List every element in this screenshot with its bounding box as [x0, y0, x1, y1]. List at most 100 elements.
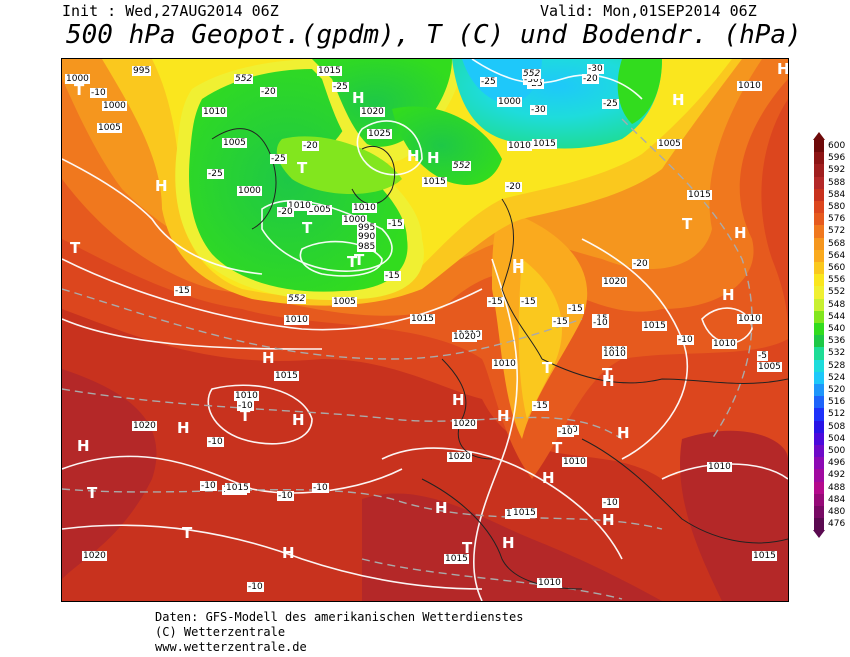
temperature-label: -15	[174, 286, 191, 296]
low-pressure-marker: T	[552, 439, 563, 457]
pressure-label: 1005	[307, 205, 332, 215]
legend-color-swatch	[814, 274, 824, 287]
temperature-label: -15	[387, 219, 404, 229]
high-pressure-marker: H	[352, 89, 365, 107]
legend-color-swatch	[814, 286, 824, 300]
weather-map: 995 1000 1000 1005 1010 1005 1000 1005 1010 1010 1…	[61, 58, 789, 602]
pressure-label: 1015	[422, 177, 447, 187]
legend-level-label: 568	[828, 238, 846, 249]
legend-level-label: 560	[828, 263, 846, 273]
temperature-label: -10	[602, 498, 619, 508]
pressure-label: 1015	[225, 483, 250, 493]
temperature-label: -30	[587, 64, 604, 74]
legend-color-swatch	[814, 420, 824, 434]
legend-color-swatch	[814, 384, 824, 397]
geopotential-label: 552	[522, 69, 542, 79]
temperature-label: -15	[520, 297, 537, 307]
legend-color-swatch	[814, 518, 824, 531]
pressure-label: 990	[357, 232, 377, 242]
pressure-label: 1000	[497, 97, 522, 107]
legend-level-label: 540	[828, 324, 846, 334]
legend-color-swatch	[814, 445, 824, 458]
pressure-label: 1010	[712, 339, 737, 349]
legend-color-swatch	[814, 457, 824, 470]
temperature-label: -20	[632, 259, 649, 269]
high-pressure-marker: H	[512, 259, 525, 277]
legend-color-swatch	[814, 493, 824, 507]
low-pressure-marker: T	[682, 215, 693, 233]
legend-level-label: 556	[828, 275, 846, 286]
pressure-label: 1000	[342, 215, 367, 225]
temperature-label: -10	[90, 88, 107, 98]
low-pressure-marker: T	[182, 524, 193, 542]
temperature-label: -10	[237, 401, 254, 411]
high-pressure-marker: H	[542, 469, 555, 487]
temperature-label: -25	[480, 77, 497, 87]
temperature-label: -10	[592, 318, 609, 328]
high-pressure-marker: H	[77, 437, 90, 455]
temperature-label: -10	[312, 483, 329, 493]
legend-color-swatch	[814, 359, 824, 373]
legend-color-swatch	[814, 506, 824, 519]
pressure-label: 1015	[274, 371, 299, 381]
pressure-label: 1010	[202, 107, 227, 117]
pressure-label: 1000	[65, 74, 90, 84]
legend-color-swatch	[814, 152, 824, 165]
pressure-label: 1005	[757, 362, 782, 372]
footer-source: Daten: GFS-Modell des amerikanischen Wet…	[155, 610, 524, 624]
legend-color-swatch	[814, 469, 824, 483]
pressure-label: 995	[132, 66, 152, 76]
legend-level-label: 532	[828, 348, 846, 359]
high-pressure-marker: H	[602, 511, 615, 529]
temperature-label: -30	[530, 105, 547, 115]
high-pressure-marker: H	[407, 147, 420, 165]
legend-level-label: 564	[828, 250, 846, 261]
low-pressure-marker: T	[87, 484, 98, 502]
temperature-label: -30	[523, 75, 540, 85]
temperature-label: -15	[552, 317, 569, 327]
pressure-label: 1000	[102, 101, 127, 111]
pressure-label: 1015	[444, 554, 469, 564]
low-pressure-marker: T	[462, 539, 473, 557]
high-pressure-marker: H	[262, 349, 275, 367]
pressure-label: 1020	[602, 277, 627, 287]
legend-level-label: 576	[828, 214, 846, 225]
legend-level-label: 580	[828, 202, 846, 212]
legend-level-label: 592	[828, 165, 846, 176]
temperature-label: -20	[260, 87, 277, 97]
legend-level-label: 508	[828, 421, 846, 432]
pressure-label: 1010	[602, 349, 627, 359]
legend-level-label: 544	[828, 311, 846, 322]
legend-level-label: 588	[828, 177, 846, 188]
pressure-label: 1010	[352, 203, 377, 213]
footer: Daten: GFS-Modell des amerikanischen Wet…	[155, 610, 523, 655]
high-pressure-marker: H	[292, 411, 305, 429]
temperature-label: -15	[567, 304, 584, 314]
temperature-label: -10	[207, 437, 224, 447]
low-pressure-marker: T	[297, 159, 308, 177]
high-pressure-marker: H	[602, 372, 615, 390]
pressure-label: 1000	[237, 186, 262, 196]
high-pressure-marker: H	[777, 60, 789, 78]
high-pressure-marker: H	[282, 544, 295, 562]
legend-color-swatch	[814, 371, 824, 385]
low-pressure-marker: T	[542, 359, 553, 377]
legend-color-swatch	[814, 249, 824, 263]
temperature-label: -15	[384, 271, 401, 281]
pressure-label: 1010	[234, 391, 259, 401]
temperature-label: -10	[557, 427, 574, 437]
legend-level-label: 484	[828, 494, 846, 505]
pressure-label: 1015	[752, 551, 777, 561]
legend-color-swatch	[814, 396, 824, 409]
pressure-label: 1020	[360, 107, 385, 117]
high-pressure-marker: H	[512, 256, 525, 274]
low-pressure-marker: T	[240, 407, 251, 425]
legend-level-label: 552	[828, 287, 846, 298]
high-pressure-marker: H	[502, 534, 515, 552]
pressure-label: 1015	[317, 66, 342, 76]
temperature-label: -5	[757, 351, 768, 361]
legend-color-swatch	[814, 323, 824, 336]
legend-level-label: 596	[828, 153, 846, 164]
pressure-label: 1010	[537, 578, 562, 588]
pressure-label: 1015	[642, 321, 667, 331]
